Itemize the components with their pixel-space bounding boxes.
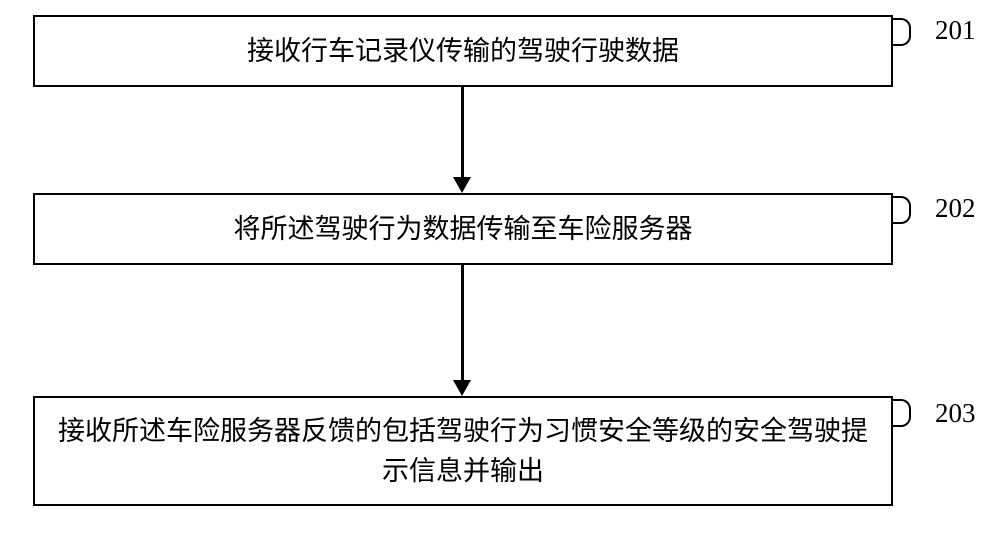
- flow-step-2-text: 将所述驾驶行为数据传输至车险服务器: [234, 209, 693, 250]
- step-label-2: 202: [935, 193, 976, 224]
- arrow-line-2: [461, 265, 464, 380]
- flow-step-3-text: 接收所述车险服务器反馈的包括驾驶行为习惯安全等级的安全驾驶提示信息并输出: [47, 411, 879, 492]
- brace-1: [893, 18, 911, 46]
- arrow-head-1: [453, 177, 471, 193]
- flow-step-3: 接收所述车险服务器反馈的包括驾驶行为习惯安全等级的安全驾驶提示信息并输出: [33, 396, 893, 506]
- arrow-line-1: [461, 87, 464, 177]
- step-label-3: 203: [935, 398, 976, 429]
- flow-step-1-text: 接收行车记录仪传输的驾驶行驶数据: [247, 31, 679, 72]
- step-label-1: 201: [935, 15, 976, 46]
- brace-2: [893, 196, 911, 224]
- brace-3: [893, 399, 911, 427]
- flow-step-2: 将所述驾驶行为数据传输至车险服务器: [33, 193, 893, 265]
- arrow-head-2: [453, 380, 471, 396]
- flow-step-1: 接收行车记录仪传输的驾驶行驶数据: [33, 15, 893, 87]
